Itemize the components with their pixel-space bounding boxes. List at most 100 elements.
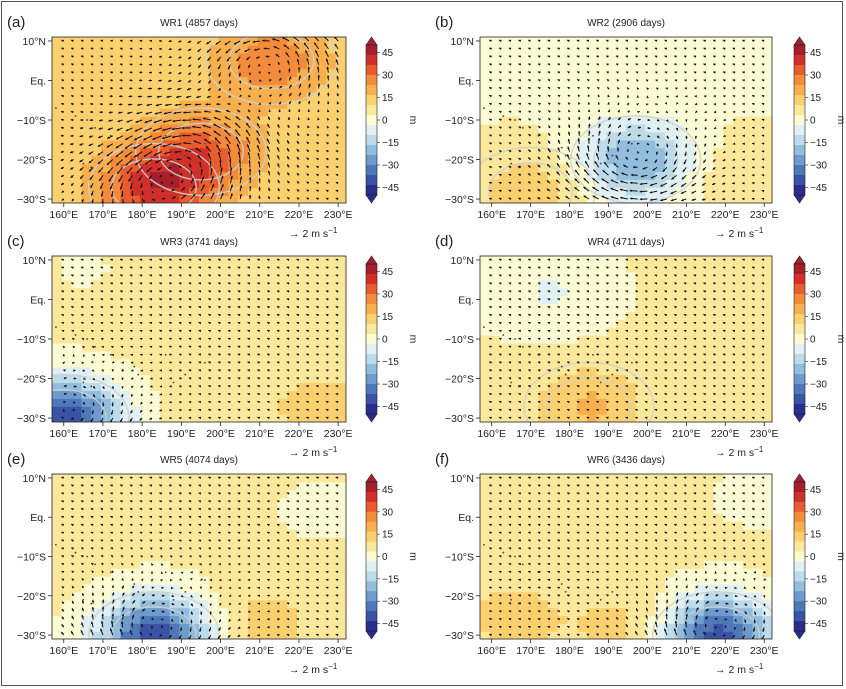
wind-vector-head [654, 160, 658, 163]
field-cell [110, 131, 122, 141]
wind-vector-head [149, 417, 153, 420]
wind-vector-head [102, 353, 105, 357]
wind-vector-head [71, 282, 74, 285]
wind-vector-head [723, 118, 726, 122]
wind-vector-head [732, 189, 735, 193]
wind-vector-head [187, 156, 190, 160]
field-cell [101, 287, 112, 297]
wind-vector-head [675, 136, 679, 140]
field-cell [694, 131, 705, 141]
field-cell [694, 92, 705, 101]
field-cell [248, 256, 259, 265]
field-cell [159, 44, 171, 54]
field-cell [509, 124, 520, 133]
field-cell [733, 124, 744, 133]
colorbar-band [366, 75, 377, 86]
field-cell [71, 171, 82, 180]
wind-vector-head [685, 102, 689, 105]
field-cell [713, 171, 724, 180]
wind-vector-head [79, 168, 83, 171]
wind-vector-head [538, 118, 541, 121]
wind-vector-head [155, 160, 158, 163]
field-cell [228, 350, 239, 360]
wind-vector-head [100, 282, 104, 285]
wind-vector-head [499, 63, 502, 66]
wind-vector-head [229, 88, 232, 91]
wind-vector-head [608, 124, 611, 127]
wind-vector-head [635, 55, 638, 58]
field-cell [587, 108, 598, 117]
wind-vector-head [645, 55, 648, 58]
field-cell [577, 171, 588, 180]
wind-vector-head [127, 111, 130, 115]
wind-vector-head [129, 298, 133, 301]
field-cell [577, 52, 588, 62]
field-cell [199, 287, 210, 297]
vector-key-text: 2 m s [303, 228, 329, 240]
field-cell [199, 179, 210, 188]
field-cell [326, 195, 337, 203]
field-cell [169, 358, 180, 368]
colorbar-band [366, 55, 377, 66]
wind-vector-head [528, 79, 531, 82]
wind-vector-head [596, 63, 600, 66]
wind-vector-head [742, 55, 745, 58]
field-cell [238, 124, 249, 133]
field-cell [538, 124, 549, 133]
field-cell [606, 60, 617, 70]
field-cell [91, 398, 102, 407]
wind-vector-head [627, 87, 630, 90]
wind-vector-head [109, 87, 113, 90]
wind-vector-head [595, 153, 599, 156]
island-dot [74, 115, 77, 117]
wind-vector-head [629, 197, 633, 200]
wind-vector-head [489, 158, 492, 161]
wind-vector-head [733, 126, 736, 130]
field-cell [218, 295, 229, 304]
colorbar-band [794, 165, 805, 176]
colorbar-band [794, 65, 805, 76]
wind-vector-head [527, 181, 531, 184]
wind-vector-head [647, 110, 650, 114]
field-cell [655, 92, 666, 101]
wind-vector-head [761, 39, 765, 42]
field-cell [606, 84, 617, 93]
wind-vector-head [694, 144, 697, 148]
field-cell [179, 279, 190, 289]
wind-vector-head [169, 377, 172, 380]
wind-vector-head [72, 401, 76, 404]
wind-vector-head [298, 101, 301, 104]
field-cell [267, 271, 278, 281]
field-cell [169, 155, 180, 165]
wind-vector-head [140, 385, 144, 388]
field-cell [336, 287, 346, 297]
wind-vector-head [317, 109, 320, 112]
field-cell [655, 44, 666, 54]
island-dot [90, 385, 93, 388]
field-cell [101, 52, 112, 62]
wind-vector-head [607, 102, 610, 105]
field-cell [557, 163, 569, 172]
wind-vector-head [508, 71, 512, 74]
field-cell [277, 195, 288, 203]
field-cell [61, 374, 73, 384]
field-cell [489, 155, 500, 165]
anomaly-field [480, 37, 772, 203]
wind-vector-head [236, 136, 239, 140]
colorbar-band [794, 85, 805, 96]
wind-vector-head [120, 345, 124, 349]
field-cell [326, 398, 337, 407]
field-cell [110, 84, 122, 93]
field-cell [277, 44, 288, 54]
field-cell [306, 358, 318, 368]
field-cell [306, 171, 318, 180]
field-cell [277, 358, 288, 368]
wind-vector-head [287, 148, 290, 151]
field-cell [248, 335, 259, 344]
field-cell [257, 279, 269, 289]
field-cell [587, 52, 598, 62]
field-cell [208, 319, 220, 328]
field-cell [645, 187, 656, 196]
wind-vector-head [655, 152, 659, 155]
